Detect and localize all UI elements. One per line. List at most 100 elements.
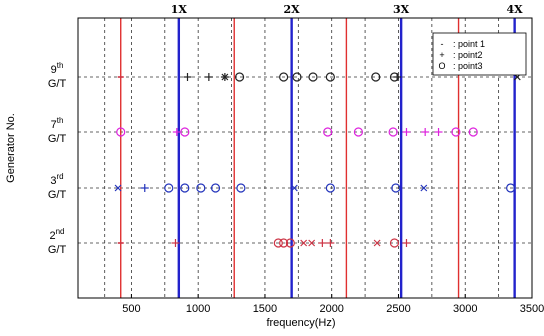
data-point <box>393 73 402 81</box>
data-point <box>171 239 180 247</box>
point-circle-marker <box>391 183 401 193</box>
point-circle-marker <box>164 183 174 193</box>
category-number: 2 <box>49 230 55 242</box>
x-tick-label: 3000 <box>453 303 477 315</box>
category-number: 9 <box>51 64 57 76</box>
data-point <box>506 183 516 193</box>
data-point <box>308 239 316 247</box>
point-circle-marker <box>506 183 516 193</box>
data-point <box>172 128 181 136</box>
point-x-marker <box>373 239 381 247</box>
data-point <box>204 73 213 81</box>
legend-glyph: O <box>438 61 445 71</box>
x-tick-label: 2000 <box>319 303 343 315</box>
data-point <box>285 238 295 248</box>
data-point <box>353 127 364 137</box>
data-point <box>164 183 174 193</box>
category-label: 2nd <box>49 227 64 242</box>
data-point <box>388 127 398 137</box>
point-x-marker <box>420 184 428 192</box>
data-point <box>402 239 411 247</box>
point-circle-marker <box>308 72 318 82</box>
data-point <box>140 184 149 192</box>
legend-label: : point2 <box>453 50 483 60</box>
legend-label: : point3 <box>453 61 483 71</box>
data-point <box>292 72 302 82</box>
data-point <box>196 183 206 193</box>
legend-label: : point 1 <box>453 39 485 49</box>
point-circle-marker <box>210 183 221 193</box>
point-circle-marker <box>388 127 398 137</box>
point-circle-marker <box>236 183 246 193</box>
data-point <box>180 127 190 137</box>
category-sublabel: G/T <box>48 244 67 256</box>
point-circle-marker <box>371 72 381 82</box>
data-point <box>421 128 430 136</box>
point-circle-marker <box>279 238 289 248</box>
point-circle-marker <box>180 183 190 193</box>
data-point <box>391 183 401 193</box>
point-circle-marker <box>325 183 335 193</box>
data-point <box>323 127 333 137</box>
data-point <box>468 127 478 137</box>
data-point <box>389 238 400 248</box>
x-tick-label: 1500 <box>253 303 277 315</box>
data-point <box>180 183 190 193</box>
category-ordinal: nd <box>56 227 65 236</box>
category-label: 9th <box>51 61 64 76</box>
data-point <box>279 72 289 82</box>
data-point <box>290 184 298 192</box>
category-ordinal: rd <box>57 172 64 181</box>
harmonic-label: 3X <box>393 3 410 16</box>
data-point <box>420 184 428 192</box>
point-circle-marker <box>273 238 283 248</box>
point-circle-marker <box>279 72 289 82</box>
x-tick-label: 1000 <box>186 303 210 315</box>
point-x-marker <box>290 184 298 192</box>
data-point <box>326 239 335 247</box>
x-tick-label: 500 <box>122 303 140 315</box>
point-circle-marker <box>292 72 302 82</box>
category-sublabel: G/T <box>48 78 67 90</box>
point-star-marker <box>221 73 229 81</box>
data-point <box>402 128 411 136</box>
data-point <box>234 72 245 82</box>
point-circle-marker <box>323 127 333 137</box>
points-layer <box>114 72 521 248</box>
point-circle-marker <box>451 127 461 137</box>
category-number: 3 <box>50 175 56 187</box>
legend-layer: -: point 1 + : point2 O : point3 <box>432 32 527 76</box>
x-tick-label: 2500 <box>386 303 410 315</box>
point-circle-marker <box>285 238 295 248</box>
category-sublabel: G/T <box>48 133 67 145</box>
data-point <box>279 238 289 248</box>
point-x-marker <box>114 184 122 192</box>
point-circle-marker <box>234 72 245 82</box>
data-point <box>210 183 221 193</box>
data-point <box>300 239 308 247</box>
data-point <box>371 72 381 82</box>
legend-glyph: + <box>439 50 444 60</box>
point-x-marker <box>300 239 308 247</box>
category-label: 3rd <box>50 172 63 187</box>
category-ordinal: th <box>57 61 64 70</box>
axes-layer <box>77 17 533 299</box>
category-sublabel: G/T <box>48 189 67 201</box>
data-point <box>116 127 126 137</box>
point-circle-marker <box>196 183 206 193</box>
point-circle-marker <box>353 127 364 137</box>
data-point <box>273 238 283 248</box>
point-circle-marker <box>325 72 335 82</box>
category-label: 7th <box>51 116 64 131</box>
data-point <box>373 239 381 247</box>
harmonic-label: 2X <box>284 3 301 16</box>
data-point <box>325 183 335 193</box>
point-circle-marker <box>116 127 126 137</box>
data-point <box>114 184 122 192</box>
x-tick-label: 3500 <box>520 303 544 315</box>
point-circle-marker <box>389 238 400 248</box>
data-point <box>183 73 192 81</box>
legend-glyph: - <box>441 39 444 49</box>
